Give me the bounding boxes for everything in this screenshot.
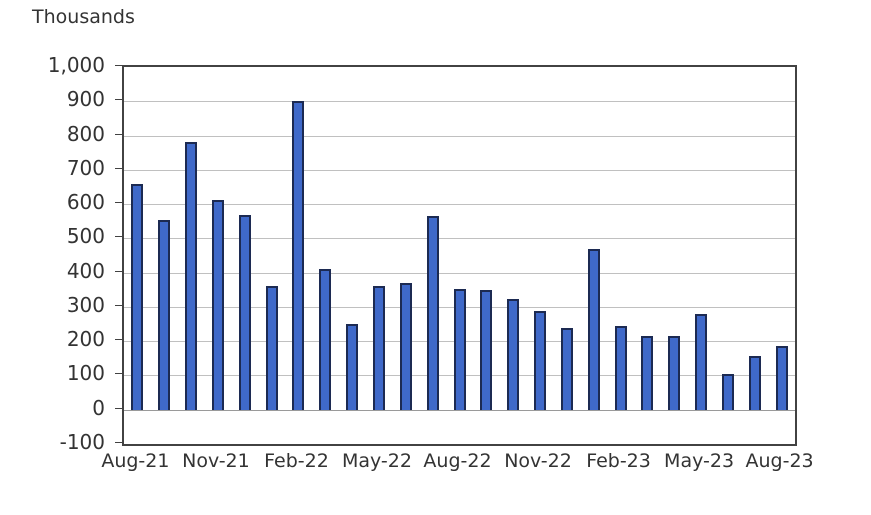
gridline bbox=[124, 204, 795, 206]
y-tick-mark bbox=[115, 236, 122, 238]
y-tick-label: 900 bbox=[66, 87, 105, 112]
y-tick-label: 100 bbox=[66, 361, 105, 386]
bar-May-22 bbox=[372, 286, 385, 410]
y-tick-label: 600 bbox=[66, 190, 105, 215]
bar-Mar-23 bbox=[641, 336, 654, 410]
gridline bbox=[124, 272, 795, 274]
bar-Oct-21 bbox=[185, 142, 198, 410]
y-tick-mark bbox=[115, 304, 122, 306]
y-tick-label: 1,000 bbox=[47, 53, 105, 77]
axis-unit-label: Thousands bbox=[32, 6, 135, 28]
bar-Dec-22 bbox=[560, 328, 573, 410]
plot-area bbox=[122, 65, 797, 446]
bar-Apr-22 bbox=[346, 324, 359, 410]
bar-Oct-22 bbox=[507, 299, 520, 410]
x-tick-label: May-23 bbox=[664, 450, 735, 472]
bar-Jul-22 bbox=[426, 216, 439, 410]
gridline bbox=[124, 101, 795, 103]
y-tick-mark bbox=[115, 65, 122, 66]
bar-Jan-23 bbox=[587, 248, 600, 410]
y-tick-mark bbox=[115, 99, 122, 101]
gridline bbox=[124, 169, 795, 171]
bar-Apr-23 bbox=[668, 335, 681, 410]
bar-Aug-21 bbox=[131, 183, 144, 410]
y-tick-mark bbox=[115, 133, 122, 135]
bar-Feb-23 bbox=[614, 325, 627, 410]
y-tick-label: 800 bbox=[66, 121, 105, 146]
bar-Jun-22 bbox=[399, 283, 412, 410]
y-tick-label: 200 bbox=[66, 327, 105, 352]
bar-Jun-23 bbox=[721, 374, 734, 410]
y-tick-label: -100 bbox=[59, 430, 105, 454]
x-tick-label: Nov-21 bbox=[182, 450, 250, 472]
y-tick-label: 400 bbox=[66, 258, 105, 283]
y-tick-label: 300 bbox=[66, 292, 105, 317]
x-tick-label: Nov-22 bbox=[504, 450, 572, 472]
x-tick-label: Aug-22 bbox=[423, 450, 492, 472]
x-tick-label: Aug-23 bbox=[745, 450, 814, 472]
y-tick-mark bbox=[115, 202, 122, 204]
bar-Dec-21 bbox=[238, 215, 251, 410]
bar-Sep-21 bbox=[158, 219, 171, 410]
bar-Jul-23 bbox=[748, 356, 761, 410]
y-tick-label: 0 bbox=[92, 395, 105, 420]
gridline bbox=[124, 135, 795, 137]
bar-Jan-22 bbox=[265, 286, 278, 410]
x-tick-label: Aug-21 bbox=[101, 450, 170, 472]
gridline bbox=[124, 238, 795, 240]
bar-Sep-22 bbox=[480, 290, 493, 410]
bar-May-23 bbox=[695, 314, 708, 410]
bar-Feb-22 bbox=[292, 101, 305, 410]
y-tick-label: 700 bbox=[66, 155, 105, 180]
y-tick-mark bbox=[115, 270, 122, 272]
y-tick-mark bbox=[115, 339, 122, 341]
x-tick-label: Feb-22 bbox=[264, 450, 329, 472]
zero-gridline bbox=[124, 409, 795, 411]
bar-Aug-22 bbox=[453, 289, 466, 410]
y-tick-mark bbox=[115, 373, 122, 375]
bar-Aug-23 bbox=[775, 345, 788, 410]
x-tick-label: May-22 bbox=[341, 450, 412, 472]
y-tick-mark bbox=[115, 442, 122, 443]
y-tick-mark bbox=[115, 167, 122, 169]
bar-Nov-21 bbox=[211, 199, 224, 410]
y-tick-label: 500 bbox=[66, 224, 105, 249]
bar-Mar-22 bbox=[319, 268, 332, 410]
x-tick-label: Feb-23 bbox=[586, 450, 651, 472]
bar-Nov-22 bbox=[534, 310, 547, 410]
y-tick-mark bbox=[115, 407, 122, 409]
